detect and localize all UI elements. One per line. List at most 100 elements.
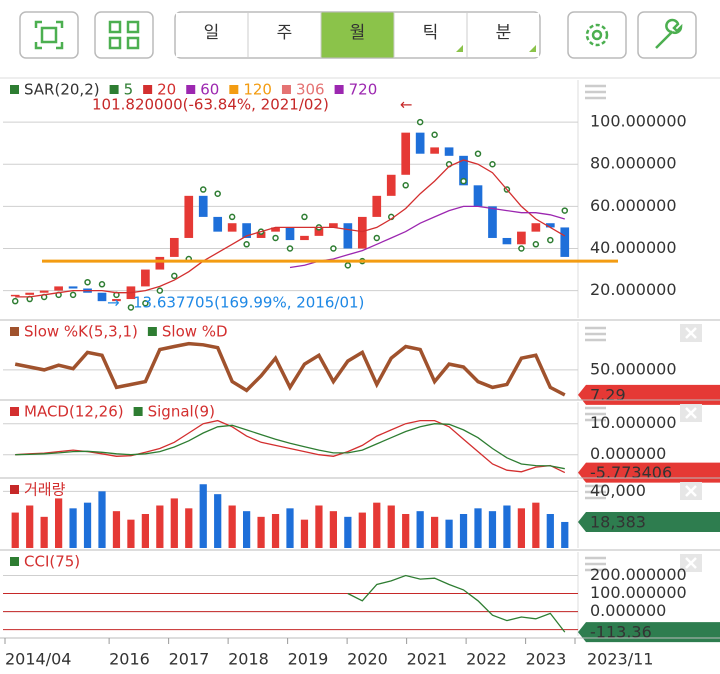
volume-bar xyxy=(69,508,77,548)
y-tick-label: 60.000000 xyxy=(590,196,677,215)
panel-close-icon xyxy=(685,485,697,497)
candle xyxy=(198,195,208,217)
fullscreen-button[interactable] xyxy=(19,11,79,59)
candle xyxy=(54,286,63,291)
x-tick-label: 2023 xyxy=(526,650,567,669)
candle xyxy=(415,132,425,154)
legend-swatch xyxy=(281,85,291,94)
sar-dot xyxy=(272,234,279,242)
volume-bar xyxy=(156,505,164,548)
sar-dot xyxy=(171,272,178,280)
y-tick-label: 10.000000 xyxy=(590,413,677,432)
volume-bar xyxy=(416,511,424,548)
volume-bar xyxy=(546,514,554,548)
candle xyxy=(68,286,78,289)
x-tick-label: 2018 xyxy=(228,650,269,669)
sar-dot xyxy=(344,262,352,269)
candle xyxy=(97,292,107,302)
sar-dot xyxy=(330,245,337,252)
candle xyxy=(401,132,411,175)
legend-label: Signal(9) xyxy=(148,403,215,421)
volume-bar xyxy=(474,508,482,548)
candle xyxy=(314,227,324,236)
sar-dot xyxy=(416,118,424,126)
tab-active-bg xyxy=(321,12,394,58)
sar-dot xyxy=(373,234,381,242)
tab-bg[interactable] xyxy=(395,13,466,57)
layout-button[interactable] xyxy=(94,11,154,59)
panel-close-icon xyxy=(685,407,697,419)
volume-bar xyxy=(373,502,381,548)
x-tick-label: 2023/11 xyxy=(587,650,653,669)
sar-dot xyxy=(460,177,467,185)
candle xyxy=(213,216,223,232)
volume-bar xyxy=(185,508,193,548)
volume-bar xyxy=(431,516,439,548)
legend-label: 120 xyxy=(243,81,272,99)
volume-bar xyxy=(300,519,309,548)
y-tick-label: 100.000000 xyxy=(590,112,687,131)
tab-bg[interactable] xyxy=(249,13,320,57)
candle xyxy=(25,292,35,295)
candle xyxy=(227,223,237,232)
legend-label: SAR(20,2) xyxy=(24,81,100,99)
ma-line xyxy=(15,159,566,298)
tab-label: 틱 xyxy=(423,23,439,43)
settings-button[interactable] xyxy=(567,11,627,59)
tab-label: 월 xyxy=(350,23,366,43)
candle xyxy=(112,299,121,302)
indicator-line xyxy=(14,341,566,397)
volume-bar xyxy=(214,494,222,548)
volume-bar xyxy=(243,511,251,548)
candle xyxy=(300,235,309,241)
volume-bar xyxy=(271,514,280,548)
sar-dot xyxy=(228,213,236,221)
candle xyxy=(271,227,280,232)
candle xyxy=(343,223,353,249)
volume-bar xyxy=(286,508,294,548)
y-tick-label: 40,000 xyxy=(590,481,646,500)
legend-swatch xyxy=(334,85,344,94)
candle xyxy=(545,223,555,228)
settings-icon xyxy=(585,23,609,47)
tools-button[interactable] xyxy=(637,11,697,59)
settings-icon-core xyxy=(591,29,603,41)
legend-swatch xyxy=(133,407,143,416)
tab-bg[interactable] xyxy=(468,13,539,57)
value-badge-label: 18,383 xyxy=(590,512,646,531)
volume-bar xyxy=(170,498,178,548)
volume-bar xyxy=(387,505,395,548)
candle xyxy=(242,223,251,238)
volume-bar xyxy=(83,502,92,548)
tab-corner xyxy=(456,45,463,52)
legend-label: 60 xyxy=(200,81,219,99)
tab-bg[interactable] xyxy=(176,13,247,57)
legend-label: 306 xyxy=(296,81,325,99)
panels: 20.000000 40.000000 60.000000 80.000000 100.… xyxy=(0,80,720,669)
candle xyxy=(531,223,541,232)
sar-dot xyxy=(402,182,409,189)
sar-dot xyxy=(489,160,496,168)
tab-corner xyxy=(529,45,536,52)
legend-label: Slow %K(5,3,1) xyxy=(24,323,138,341)
y-tick-label: 20.000000 xyxy=(590,280,677,299)
volume-bar xyxy=(199,484,207,548)
y-tick-label: 100.000000 xyxy=(590,583,687,602)
volume-bar xyxy=(488,511,497,548)
volume-bar xyxy=(445,519,453,548)
candle xyxy=(517,231,526,245)
y-tick-label: 200.000000 xyxy=(590,565,687,584)
legend-label: MACD(12,26) xyxy=(24,403,124,421)
legend-swatch xyxy=(10,327,19,336)
volume-bar xyxy=(11,512,19,548)
sar-dot xyxy=(561,207,569,214)
volume-bar xyxy=(141,514,149,548)
arrow-glyph: → xyxy=(107,294,120,312)
ma-line xyxy=(289,205,565,269)
legend-label: CCI(75) xyxy=(24,553,80,571)
legend-swatch xyxy=(109,85,119,94)
y-tick-label: 0.000000 xyxy=(590,444,666,463)
panel-close-icon xyxy=(685,557,697,569)
